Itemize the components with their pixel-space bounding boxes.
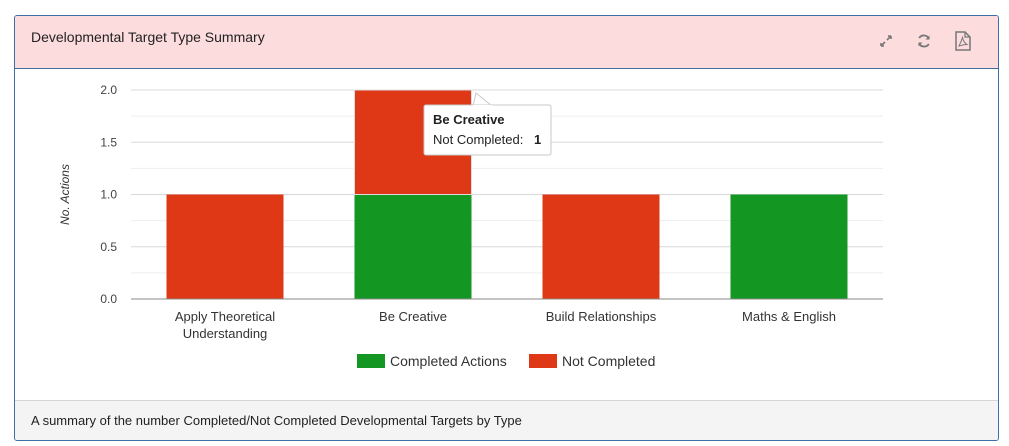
y-tick-label: 0.5 bbox=[100, 240, 117, 254]
x-tick-label: Understanding bbox=[183, 326, 268, 341]
bar-not-completed[interactable] bbox=[542, 194, 660, 300]
tooltip-label: Not Completed: bbox=[433, 132, 523, 147]
x-tick-label: Apply Theoretical bbox=[175, 309, 275, 324]
expand-icon[interactable] bbox=[875, 30, 897, 52]
bar-not-completed[interactable] bbox=[166, 194, 284, 300]
tooltip-value: 1 bbox=[534, 132, 541, 147]
chart-area: 0.0 0.5 1.0 1.5 2.0 No. Actions Apply Theoreti… bbox=[15, 69, 998, 399]
panel-title: Developmental Target Type Summary bbox=[31, 29, 265, 45]
x-tick-label: Maths & English bbox=[742, 309, 836, 324]
bar-chart: 0.0 0.5 1.0 1.5 2.0 No. Actions Apply Theoreti… bbox=[58, 83, 883, 369]
y-tick-label: 0.0 bbox=[100, 292, 117, 306]
panel-header: Developmental Target Type Summary bbox=[15, 16, 998, 69]
footer-text: A summary of the number Completed/Not Co… bbox=[31, 413, 522, 428]
pdf-icon[interactable] bbox=[952, 30, 974, 52]
legend-swatch[interactable] bbox=[529, 354, 557, 368]
y-tick-label: 2.0 bbox=[100, 83, 117, 97]
legend-swatch[interactable] bbox=[357, 354, 385, 368]
y-tick-label: 1.0 bbox=[100, 188, 117, 202]
x-tick-label: Be Creative bbox=[379, 309, 447, 324]
x-tick-label: Build Relationships bbox=[546, 309, 657, 324]
tooltip-pointer-mask bbox=[473, 105, 492, 107]
chart-panel: Developmental Target Type Summary bbox=[14, 15, 999, 441]
bar-completed[interactable] bbox=[730, 194, 848, 300]
refresh-icon[interactable] bbox=[913, 30, 935, 52]
panel-footer: A summary of the number Completed/Not Co… bbox=[15, 400, 998, 440]
y-tick-label: 1.5 bbox=[100, 135, 117, 149]
legend-label[interactable]: Completed Actions bbox=[390, 353, 507, 369]
bar-completed[interactable] bbox=[354, 194, 472, 300]
tooltip-title: Be Creative bbox=[433, 112, 505, 127]
legend-label[interactable]: Not Completed bbox=[562, 353, 655, 369]
y-axis-title: No. Actions bbox=[58, 164, 72, 225]
tooltip-pointer bbox=[472, 92, 494, 107]
